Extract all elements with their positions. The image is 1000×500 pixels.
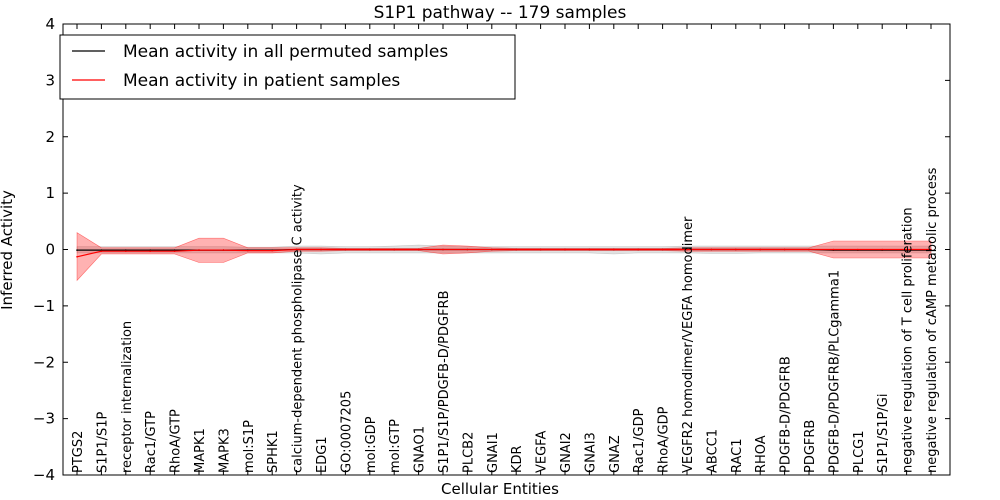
x-tick-label: PDGFRB bbox=[803, 420, 818, 473]
legend-label-permuted: Mean activity in all permuted samples bbox=[123, 42, 448, 62]
data-point bbox=[100, 250, 103, 252]
data-point bbox=[173, 249, 176, 251]
data-point bbox=[539, 248, 542, 251]
data-point bbox=[735, 248, 737, 251]
data-point bbox=[930, 248, 932, 251]
legend: Mean activity in all permuted samples Me… bbox=[59, 34, 516, 100]
data-point bbox=[393, 248, 396, 251]
y-tick-label: 2 bbox=[45, 128, 55, 146]
y-tick-label: 4 bbox=[45, 15, 55, 33]
x-axis: PTGS2 S1P1/S1P receptor internalization Rac… bbox=[71, 24, 940, 475]
x-tick-label: MAPK1 bbox=[193, 428, 208, 473]
data-point bbox=[271, 249, 274, 252]
data-point bbox=[515, 248, 517, 251]
data-point bbox=[881, 248, 883, 251]
x-tick-label: RhoA/GTP bbox=[169, 409, 184, 473]
x-tick-label: negative regulation of cAMP metabolic pr… bbox=[925, 167, 940, 473]
x-tick-label: Rac1/GDP bbox=[632, 408, 647, 473]
y-tick-label: −2 bbox=[33, 353, 55, 371]
data-point bbox=[344, 248, 347, 251]
y-tick-label: 3 bbox=[45, 71, 55, 89]
data-point bbox=[222, 249, 225, 251]
data-point bbox=[125, 250, 127, 252]
x-tick-label: PLCB2 bbox=[461, 432, 476, 473]
x-tick-label: negative regulation of T cell proliferat… bbox=[901, 207, 916, 473]
x-tick-label: GNAI1 bbox=[486, 432, 501, 473]
data-point bbox=[637, 248, 639, 251]
x-tick-label: mol:S1P bbox=[242, 420, 257, 473]
data-point bbox=[320, 248, 322, 251]
data-point bbox=[491, 248, 493, 251]
x-tick-label: calcium-dependent phospholipase C activi… bbox=[291, 184, 306, 473]
legend-box bbox=[59, 34, 516, 100]
data-point bbox=[76, 249, 78, 251]
data-point bbox=[808, 248, 810, 251]
data-point bbox=[759, 248, 761, 251]
x-tick-label: ABCC1 bbox=[705, 429, 720, 473]
data-point bbox=[857, 248, 859, 251]
x-tick-label: GNAZ bbox=[608, 435, 623, 473]
data-point bbox=[149, 249, 151, 251]
legend-label-patient: Mean activity in patient samples bbox=[123, 71, 400, 91]
data-point bbox=[613, 248, 615, 251]
data-point bbox=[442, 248, 444, 251]
x-tick-label: S1P1/S1P bbox=[95, 411, 110, 473]
y-tick-label: −3 bbox=[33, 410, 55, 428]
x-tick-label: Rac1/GTP bbox=[144, 411, 159, 473]
x-tick-label: EDG1 bbox=[315, 436, 330, 473]
y-tick-label: 0 bbox=[45, 241, 55, 259]
data-point bbox=[369, 248, 371, 251]
x-tick-label: VEGFR2 homodimer/VEGFA homodimer bbox=[681, 216, 696, 473]
x-tick-label: PLCG1 bbox=[852, 430, 867, 473]
y-tick-label: −4 bbox=[33, 466, 55, 484]
x-tick-label: S1P1/S1P/Gi bbox=[876, 394, 891, 473]
data-point bbox=[295, 248, 298, 251]
x-tick-label: GNAO1 bbox=[413, 426, 428, 473]
data-point bbox=[832, 248, 835, 251]
data-point bbox=[466, 248, 469, 251]
data-point bbox=[905, 248, 908, 251]
x-tick-label: PDGFB-D/PDGFRB/PLCgamma1 bbox=[827, 270, 842, 473]
series-lines bbox=[76, 248, 932, 258]
data-point bbox=[661, 248, 664, 251]
chart-title: S1P1 pathway -- 179 samples bbox=[374, 3, 627, 23]
x-tick-label: VEGFA bbox=[535, 431, 550, 473]
x-tick-label: mol:GTP bbox=[388, 419, 403, 473]
x-axis-label: Cellular Entities bbox=[441, 480, 559, 498]
x-tick-label: RAC1 bbox=[730, 438, 745, 473]
x-tick-label: PDGFB-D/PDGFRB bbox=[779, 356, 794, 473]
x-tick-label: mol:GDP bbox=[364, 416, 379, 473]
data-point bbox=[100, 249, 103, 251]
data-point bbox=[686, 248, 688, 251]
confidence-bands bbox=[76, 232, 932, 282]
data-point bbox=[149, 250, 151, 252]
data-point bbox=[76, 255, 78, 258]
x-tick-label: PTGS2 bbox=[71, 431, 86, 473]
line-patient bbox=[76, 248, 931, 258]
data-point bbox=[173, 250, 176, 252]
x-tick-label: GO:0007205 bbox=[339, 391, 354, 473]
data-point bbox=[588, 248, 591, 251]
data-point bbox=[710, 248, 713, 251]
x-tick-label: RhoA/GDP bbox=[657, 406, 672, 473]
data-point bbox=[247, 249, 249, 252]
x-tick-label: S1P1/S1P/PDGFB-D/PDGFRB bbox=[437, 290, 452, 473]
x-tick-label: GNAI3 bbox=[583, 432, 598, 473]
x-tick-label: KDR bbox=[510, 445, 525, 473]
data-point bbox=[198, 249, 200, 251]
x-tick-label: receptor internalization bbox=[120, 321, 135, 473]
x-tick-label: SPHK1 bbox=[266, 430, 281, 473]
data-point bbox=[417, 248, 420, 251]
x-tick-label: RHOA bbox=[754, 435, 769, 473]
y-tick-label: 1 bbox=[45, 184, 55, 202]
x-tick-label: MAPK3 bbox=[217, 428, 232, 473]
data-point bbox=[564, 248, 566, 251]
y-tick-label: −1 bbox=[33, 297, 55, 315]
data-point bbox=[783, 248, 786, 251]
y-axis-label: Inferred Activity bbox=[0, 190, 16, 310]
x-tick-label: GNAI2 bbox=[559, 432, 574, 473]
band-patient bbox=[76, 232, 932, 282]
data-point bbox=[125, 249, 127, 251]
